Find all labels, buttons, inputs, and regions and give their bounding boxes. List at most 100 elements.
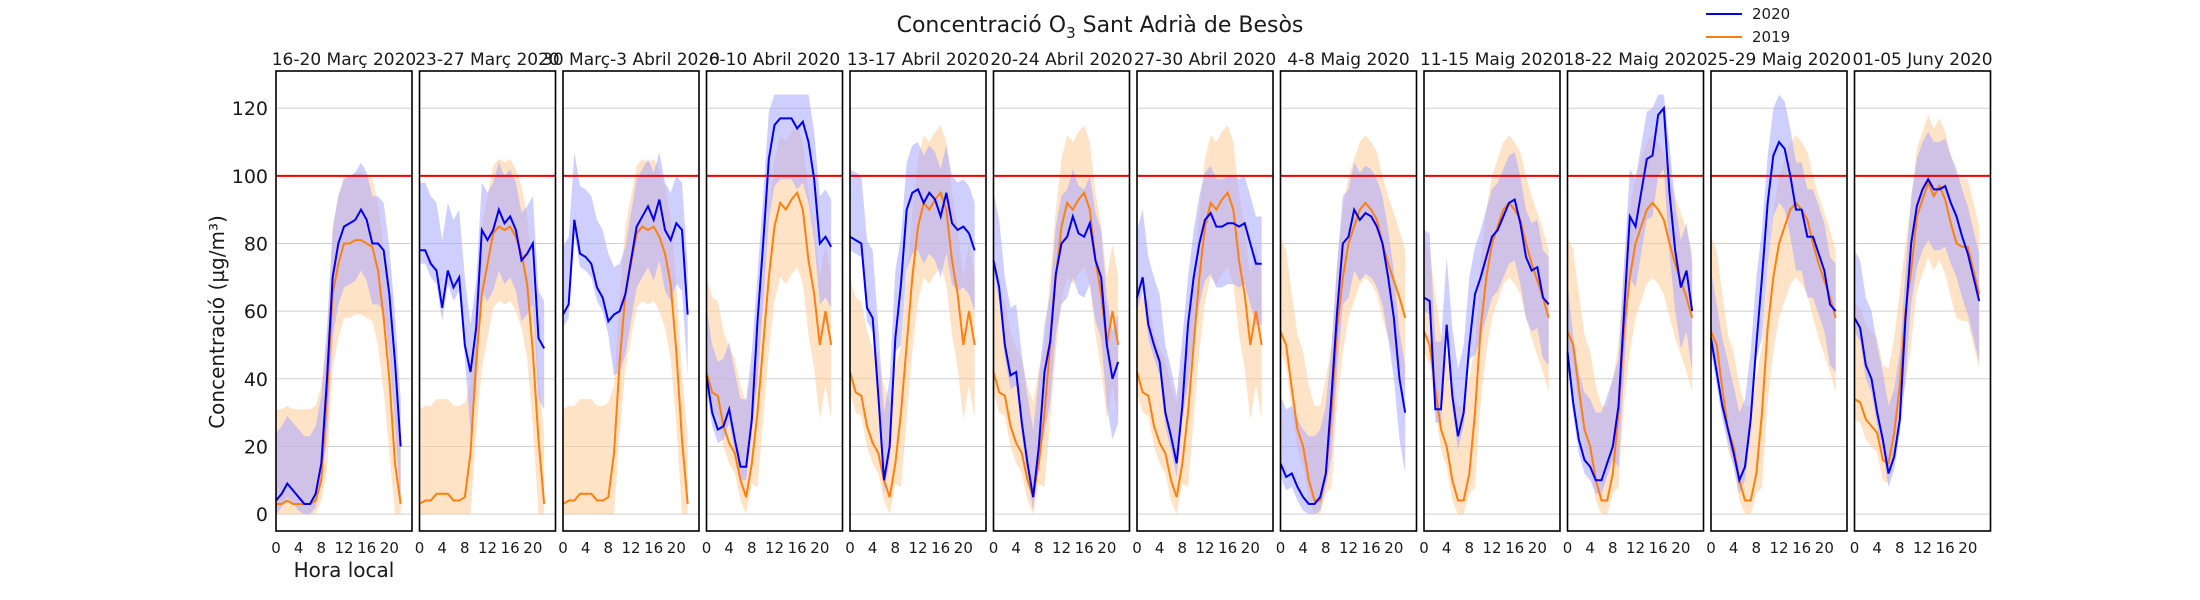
x-tick-label: 12 (334, 539, 353, 557)
panel-title: 11-15 Maig 2020 (1420, 50, 1564, 70)
x-tick-label: 8 (1608, 539, 1618, 557)
x-tick-label: 4 (437, 539, 447, 557)
band-2020 (993, 169, 1119, 511)
x-tick-label: 16 (501, 539, 520, 557)
series-2020-line (1279, 206, 1407, 505)
x-tick-label: 20 (1958, 539, 1977, 557)
x-tick-label: 0 (1850, 539, 1860, 557)
series-2020-line (1566, 105, 1694, 482)
legend: 2020 2019 (1706, 5, 1790, 46)
band-2020 (1424, 152, 1549, 450)
x-tick-label: 4 (868, 539, 878, 557)
x-tick-label: 4 (581, 539, 591, 557)
panel: 25-29 Maig 2020 0 4 8 12 16 20 (1706, 50, 1851, 557)
y-tick-label: 80 (244, 234, 268, 256)
panel-frame (1136, 70, 1274, 532)
x-tick-label: 4 (1872, 539, 1882, 557)
x-tick-label: 12 (1482, 539, 1501, 557)
panel: 11-15 Maig 2020 0 4 8 12 16 20 (1419, 50, 1564, 557)
panel: 27-30 Abril 2020 0 4 8 12 16 20 (1132, 50, 1276, 557)
x-tick-label: 20 (667, 539, 686, 557)
panel: 4-8 Maig 2020 0 4 8 12 16 20 (1276, 50, 1418, 557)
panel: 23-27 Març 2020 0 4 8 12 16 20 (415, 50, 560, 557)
y-tick-label: 60 (244, 301, 268, 323)
x-tick-label: 8 (1034, 539, 1044, 557)
y-tick-label: 120 (232, 98, 268, 120)
series-2020-line (419, 206, 546, 373)
x-tick-label: 8 (1465, 539, 1475, 557)
panel-frame (1566, 70, 1705, 532)
x-tick-label: 0 (1132, 539, 1142, 557)
series-2019-line (418, 225, 546, 505)
y-tick-label: 20 (244, 436, 268, 458)
y-tick-label: 0 (256, 504, 268, 526)
panel-title: 25-29 Maig 2020 (1707, 50, 1851, 70)
series-2019-line (1853, 179, 1981, 465)
x-tick-label: 16 (931, 539, 950, 557)
x-tick-label: 8 (1895, 539, 1905, 557)
x-tick-label: 8 (317, 539, 327, 557)
legend-label-2019: 2019 (1752, 28, 1790, 46)
x-tick-label: 20 (1815, 539, 1834, 557)
chart-title: Concentració O3 Sant Adrià de Besòs (897, 13, 1304, 42)
series-2020-line (1423, 197, 1550, 437)
x-tick-label: 12 (1052, 539, 1071, 557)
x-tick-label: 12 (765, 539, 784, 557)
panel-title: 13-17 Abril 2020 (847, 50, 989, 70)
panel-title: 23-27 Març 2020 (415, 50, 560, 70)
panel-frame (849, 70, 987, 532)
x-tick-label: 12 (908, 539, 927, 557)
x-tick-label: 20 (1241, 539, 1260, 557)
x-tick-label: 20 (1671, 539, 1690, 557)
x-tick-label: 20 (954, 539, 973, 557)
x-tick-label: 4 (1729, 539, 1739, 557)
panel-frame (992, 70, 1131, 532)
x-tick-label: 16 (1649, 539, 1668, 557)
x-tick-label: 8 (747, 539, 757, 557)
panel-title: 30 Març-3 Abril 2020 (542, 50, 720, 70)
series-2020-line (1853, 177, 1981, 474)
x-tick-label: 0 (1419, 539, 1429, 557)
panel-title: 18-22 Maig 2020 (1563, 50, 1707, 70)
x-tick-label: 0 (271, 539, 281, 557)
series-2019-line (1710, 201, 1837, 502)
panel-frame (1279, 70, 1418, 532)
x-tick-label: 20 (1097, 539, 1116, 557)
band-2020 (276, 162, 401, 515)
series-2020-line (705, 117, 833, 468)
x-tick-label: 8 (1178, 539, 1188, 557)
x-axis-label: Hora local (294, 558, 395, 582)
x-tick-label: 20 (1384, 539, 1403, 557)
x-tick-label: 12 (1626, 539, 1645, 557)
panel-frame (275, 70, 413, 532)
x-tick-label: 16 (357, 539, 376, 557)
x-tick-label: 0 (1563, 539, 1573, 557)
x-tick-label: 8 (1321, 539, 1331, 557)
x-tick-label: 16 (1075, 539, 1094, 557)
y-tick-label: 100 (232, 166, 268, 188)
x-tick-label: 4 (1011, 539, 1021, 557)
x-tick-label: 16 (788, 539, 807, 557)
panel-title: 4-8 Maig 2020 (1287, 50, 1409, 70)
x-tick-label: 4 (1298, 539, 1308, 557)
panel-title: 16-20 Març 2020 (272, 50, 417, 70)
band-2020 (1137, 165, 1262, 477)
x-tick-label: 0 (415, 539, 425, 557)
x-tick-label: 16 (644, 539, 663, 557)
series-2020-line (275, 207, 402, 505)
x-tick-label: 4 (1442, 539, 1452, 557)
panel: 20-24 Abril 2020 0 4 8 12 16 20 (989, 50, 1133, 557)
panel: 01-05 Juny 2020 0 4 8 12 16 20 (1850, 50, 1993, 557)
x-tick-label: 16 (1218, 539, 1237, 557)
panel: 18-22 Maig 2020 0 4 8 12 16 20 (1563, 50, 1708, 557)
panel: 6-10 Abril 2020 0 4 8 12 16 20 (702, 50, 844, 557)
panel-frame (1423, 70, 1561, 532)
panel-frame (1853, 70, 1992, 532)
series-2019-line (1136, 190, 1263, 498)
x-tick-label: 0 (558, 539, 568, 557)
series-2019-line (276, 239, 402, 505)
x-tick-label: 16 (1362, 539, 1381, 557)
